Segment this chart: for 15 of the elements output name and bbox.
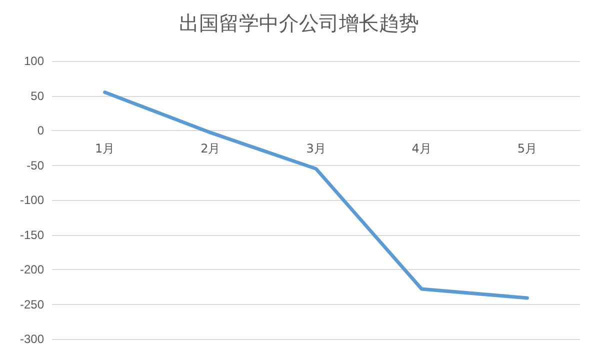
y-tick-label: -150 <box>20 228 44 242</box>
y-tick-label: -50 <box>26 158 44 172</box>
y-tick-label: 100 <box>24 54 44 68</box>
x-tick-label: 3月 <box>306 142 326 156</box>
y-tick-label: -300 <box>20 332 44 346</box>
y-tick-label: 0 <box>37 124 44 138</box>
y-tick-label: 50 <box>30 88 44 103</box>
y-tick-label: -200 <box>20 262 44 276</box>
x-tick-label: 1月 <box>94 142 115 156</box>
y-tick-label: -250 <box>20 297 44 312</box>
x-tick-label: 2月 <box>200 142 220 156</box>
y-tick-label: -100 <box>20 193 44 207</box>
x-tick-label: 5月 <box>517 142 538 156</box>
x-tick-label: 4月 <box>412 142 432 156</box>
chart-title: 出国留学中介公司增长趋势 <box>179 11 419 35</box>
